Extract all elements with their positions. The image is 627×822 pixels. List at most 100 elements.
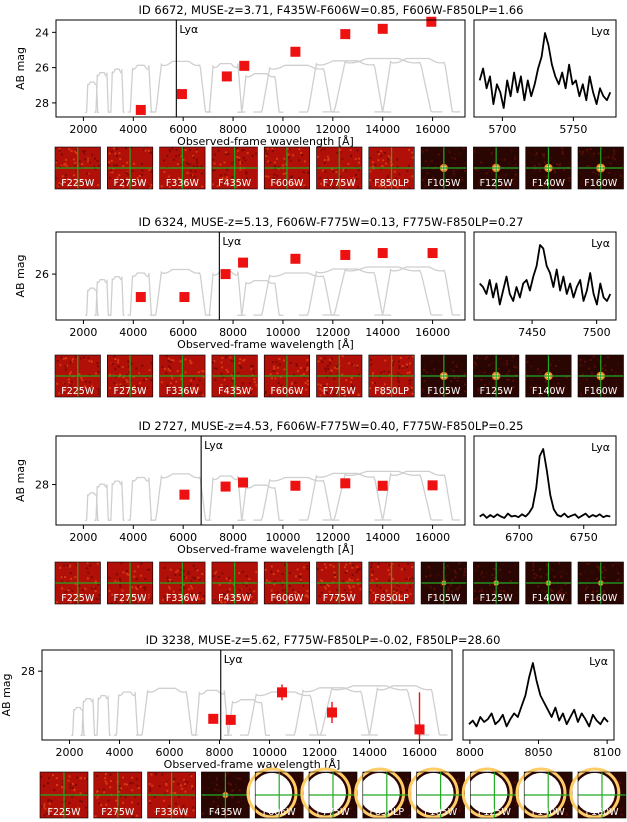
stamp-noise [329, 563, 332, 566]
stamp-noise [251, 387, 254, 390]
stamp-noise [558, 597, 561, 600]
stamp-noise [534, 811, 537, 814]
stamp-noise [537, 367, 540, 370]
stamp-noise [370, 563, 373, 566]
stamp-noise [174, 813, 177, 816]
stamp-noise [565, 592, 568, 595]
stamp-noise [306, 363, 309, 366]
stamp-label: F275W [101, 807, 135, 818]
filter-curve [94, 278, 110, 316]
stamp-noise [215, 777, 218, 780]
stamp-noise [70, 150, 73, 153]
stamp-noise [352, 177, 355, 180]
photometry-point [221, 71, 232, 82]
stamp-noise [319, 394, 322, 397]
stamp-noise [238, 156, 241, 159]
stamp-noise [71, 358, 74, 361]
stamp-noise [370, 566, 373, 569]
stamp-noise [48, 802, 51, 805]
stamp-frame [211, 146, 258, 190]
stamp-noise [250, 595, 253, 598]
stamp-noise [230, 374, 233, 377]
stamp-noise [122, 571, 125, 574]
stamp-noise [544, 812, 547, 815]
stamp-noise [93, 165, 96, 168]
stamp-noise [221, 356, 224, 359]
stamp-noise [589, 391, 592, 394]
stamp-noise [241, 570, 244, 573]
stamp-noise [236, 149, 239, 152]
stamp-noise [341, 355, 344, 358]
x-tick-label: 12000 [315, 326, 350, 339]
stamp-noise [57, 392, 60, 395]
stamp-noise [126, 600, 129, 603]
stamp-noise [116, 176, 119, 179]
stamp-noise [405, 366, 408, 369]
stamp-noise [435, 186, 438, 189]
stamp-noise [201, 370, 204, 373]
stamp-noise [274, 600, 277, 603]
stamp-noise [408, 814, 411, 817]
spectrum-x-tick-label: 6700 [505, 531, 533, 544]
stamp-noise [496, 186, 499, 189]
stamp-noise [216, 185, 219, 188]
stamp-noise [444, 589, 447, 592]
stamp-noise [445, 591, 448, 594]
stamp-noise [621, 165, 624, 168]
stamp-noise [163, 808, 166, 811]
stamp-noise [615, 388, 618, 391]
stamp-frame [525, 354, 572, 398]
stamp-noise [556, 147, 559, 150]
stamp-noise [253, 590, 256, 593]
filter-curve [322, 266, 443, 316]
stamp-noise [438, 162, 441, 165]
stamp-noise [142, 586, 145, 589]
stamp-noise [403, 799, 406, 802]
stamp-noise [502, 361, 505, 364]
stamp-noise [618, 372, 621, 375]
stamp-noise [534, 185, 537, 188]
stamp-noise [96, 365, 99, 368]
stamp-noise [195, 568, 198, 571]
stamp-noise [327, 159, 330, 162]
stamp-noise [486, 149, 489, 152]
stamp-noise [55, 784, 58, 787]
stamp-noise [323, 393, 326, 396]
x-tick-label: 2000 [69, 531, 97, 544]
stamp-noise [505, 362, 508, 365]
stamp-f125w: F125W [473, 561, 520, 605]
stamp-noise [501, 563, 504, 566]
stamp-noise [91, 389, 94, 392]
stamp-noise [220, 383, 223, 386]
stamp-noise [462, 186, 465, 189]
stamp-noise [410, 388, 413, 391]
stamp-noise [165, 592, 168, 595]
stamp-noise [298, 789, 301, 792]
stamp-noise [562, 389, 565, 392]
stamp-noise [514, 164, 517, 167]
stamp-noise [115, 164, 118, 167]
stamp-noise [191, 787, 194, 790]
stamp-noise [319, 357, 322, 360]
stamp-source-halo [461, 767, 513, 819]
stamp-noise [473, 150, 476, 153]
stamp-noise [146, 376, 149, 379]
stamp-noise [428, 394, 431, 397]
stamp-noise [580, 393, 583, 396]
stamp-noise [266, 579, 269, 582]
stamp-f850lp: F850LP [368, 561, 415, 605]
filter-curve [127, 476, 154, 521]
stamp-noise [73, 788, 76, 791]
stamp-noise [396, 813, 399, 816]
stamp-noise [484, 357, 487, 360]
stamp-noise [240, 796, 243, 799]
stamp-noise [620, 813, 623, 816]
stamp-noise [125, 594, 128, 597]
stamp-noise [564, 367, 567, 370]
stamp-noise [74, 162, 77, 165]
stamp-noise [532, 161, 535, 164]
stamp-noise [225, 809, 228, 812]
stamp-noise [332, 186, 335, 189]
stamp-noise [448, 151, 451, 154]
stamp-noise [427, 388, 430, 391]
